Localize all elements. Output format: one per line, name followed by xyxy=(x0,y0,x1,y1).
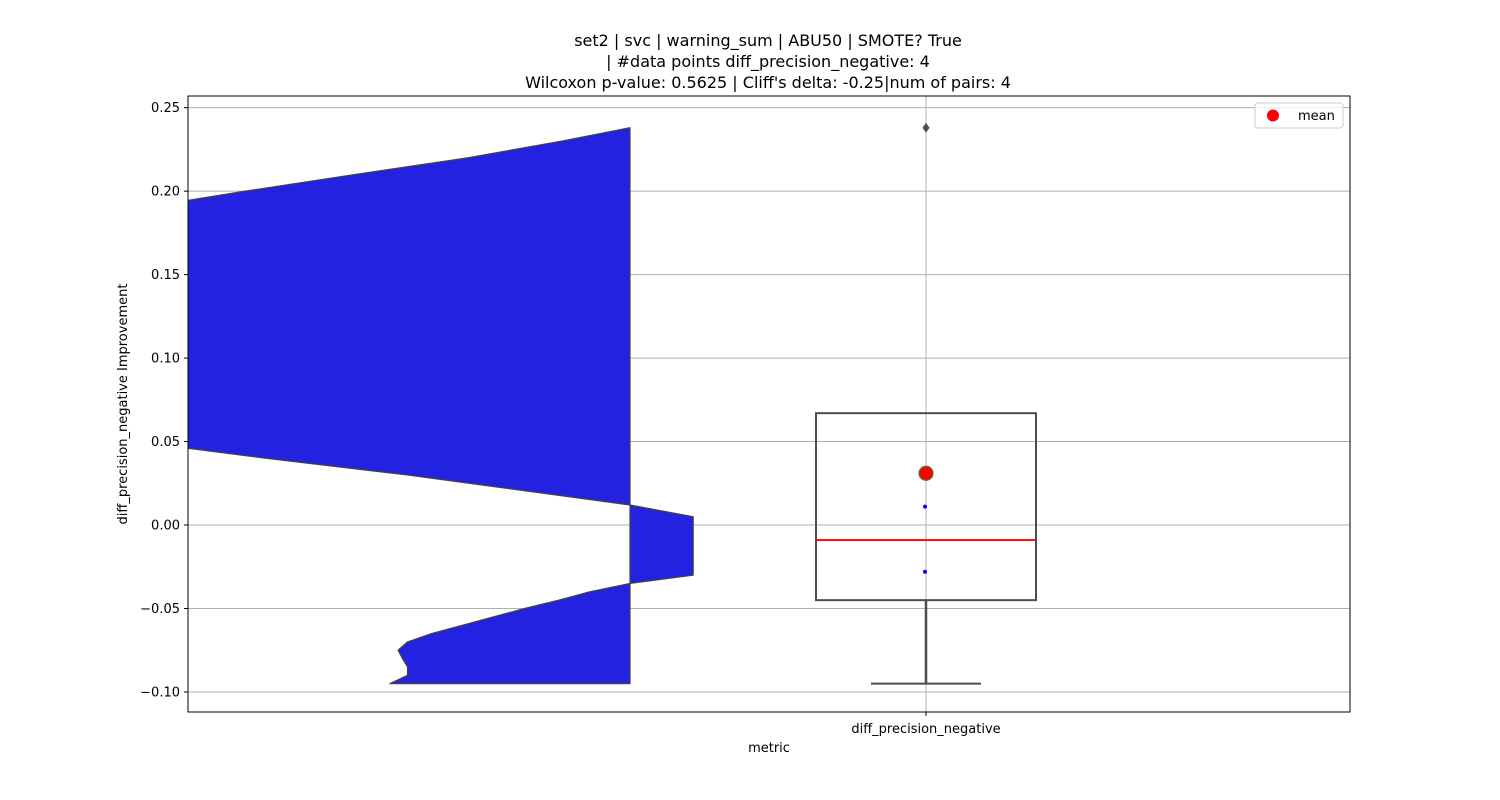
y-tick-label: 0.05 xyxy=(151,435,180,450)
box-iqr xyxy=(815,412,1037,602)
data-point xyxy=(923,569,927,574)
title-line-2: | #data points diff_precision_negative: … xyxy=(606,52,930,72)
y-tick-label: 0.10 xyxy=(151,352,180,367)
x-axis-label: metric xyxy=(748,741,790,756)
mean-marker xyxy=(918,465,934,481)
violin-body xyxy=(188,127,694,685)
y-axis-label: diff_precision_negative Improvement xyxy=(116,284,131,525)
legend: mean xyxy=(1254,102,1344,129)
data-point xyxy=(923,504,927,509)
legend-mean-marker xyxy=(1267,109,1279,122)
y-tick-label: 0.00 xyxy=(151,519,180,534)
plot-area-frame xyxy=(187,95,1351,713)
y-tick-label: 0.25 xyxy=(151,101,180,116)
x-axis: diff_precision_negative xyxy=(851,712,1001,737)
legend-mean-label: mean xyxy=(1298,109,1335,124)
x-tick-label: diff_precision_negative xyxy=(851,722,1000,737)
y-axis: −0.10 −0.05 0.00 0.05 0.10 0.15 0.20 0.25 xyxy=(140,101,188,700)
y-tick-label: −0.05 xyxy=(140,602,180,617)
title-line-3: Wilcoxon p-value: 0.5625 | Cliff's delta… xyxy=(525,73,1011,92)
outlier-marker xyxy=(922,122,930,133)
y-tick-label: −0.10 xyxy=(140,685,180,700)
legend-box xyxy=(1254,102,1344,129)
box-layer xyxy=(815,122,1037,685)
y-tick-label: 0.20 xyxy=(151,185,180,200)
y-tick-label: 0.15 xyxy=(151,268,180,283)
violin-layer xyxy=(188,127,694,685)
title-line-1: set2 | svc | warning_sum | ABU50 | SMOTE… xyxy=(574,31,962,51)
chart-title: set2 | svc | warning_sum | ABU50 | SMOTE… xyxy=(525,31,1011,92)
